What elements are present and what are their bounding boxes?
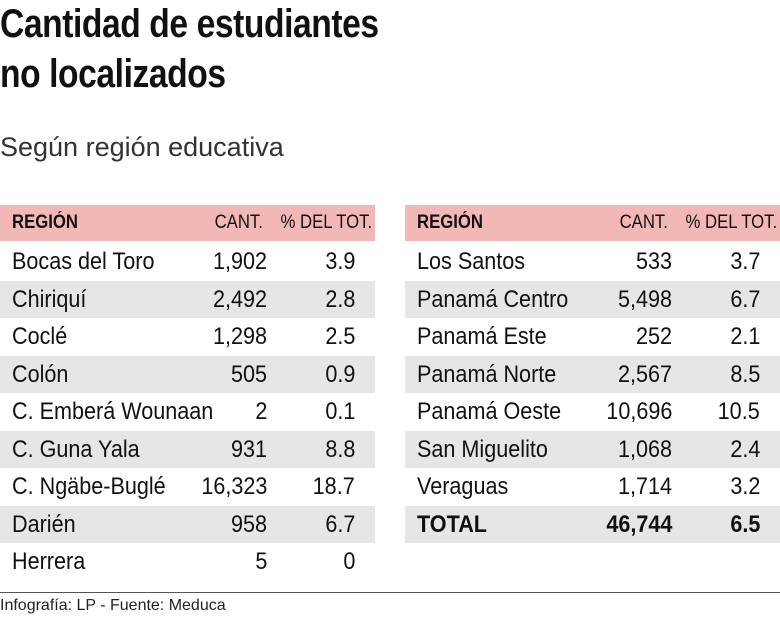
table-row: C. Emberá Wounaan 2 0.1 [0, 393, 375, 431]
table-cell: C. Guna Yala [12, 435, 140, 463]
divider [0, 592, 780, 593]
column-header: REGIÓN [417, 212, 483, 233]
column-header: CANT. [214, 212, 263, 233]
table-row: Panamá Este 252 2.1 [405, 318, 780, 356]
total-cell: 46,744 [605, 510, 672, 538]
table-row: Panamá Norte 2,567 8.5 [405, 355, 780, 393]
table-row: C. Ngäbe-Buglé 16,323 18.7 [0, 468, 375, 506]
table-cell: Panamá Centro [417, 285, 569, 313]
table-cell: 8.8 [324, 435, 355, 463]
table-cell: 931 [230, 435, 267, 463]
table-cell: 2,567 [617, 360, 672, 388]
table-row: Darién 958 6.7 [0, 505, 375, 543]
table-cell: 3.7 [729, 248, 760, 275]
total-cell: TOTAL [417, 510, 487, 538]
total-row: TOTAL 46,744 6.5 [405, 505, 780, 543]
table-cell: 3.9 [324, 248, 355, 275]
table-row: Chiriquí 2,492 2.8 [0, 280, 375, 318]
table-row: Los Santos 533 3.7 [405, 243, 780, 281]
table-cell: Veraguas [417, 473, 509, 500]
table-cell: 2,492 [212, 285, 267, 313]
table-cell: 10.5 [717, 398, 760, 425]
table-row: C. Guna Yala 931 8.8 [0, 430, 375, 468]
table-row: Colón 505 0.9 [0, 355, 375, 393]
table-cell: San Miguelito [417, 435, 548, 463]
table-cell: 5,498 [617, 285, 672, 313]
table-cell: C. Ngäbe-Buglé [12, 473, 166, 500]
header-row: REGIÓN CANT. % DEL TOT. [0, 205, 375, 241]
table-row: Coclé 1,298 2.5 [0, 318, 375, 356]
table: REGIÓN CANT. % DEL TOT. Los Santos 533 3.7 Pan… [405, 205, 780, 543]
table-cell: 1,902 [212, 248, 267, 275]
table-cell: 533 [635, 248, 672, 275]
table-row: Panamá Centro 5,498 6.7 [405, 280, 780, 318]
table-cell: 958 [230, 510, 267, 538]
table-cell: 6.7 [729, 285, 760, 313]
table-cell: Darién [12, 510, 76, 538]
table-cell: 6.7 [324, 510, 355, 538]
table-cell: 2.8 [324, 285, 355, 313]
total-cell: 6.5 [729, 510, 760, 538]
table-cell: Herrera [12, 548, 86, 575]
table-cell: 2.1 [729, 323, 760, 350]
table-cell: Chiriquí [12, 285, 87, 313]
table-cell: 505 [230, 360, 267, 388]
table-cell: Colón [12, 360, 69, 388]
column-header: % DEL TOT. [280, 212, 372, 233]
table-row: San Miguelito 1,068 2.4 [405, 430, 780, 468]
title-line: Cantidad de estudiantes [0, 2, 379, 46]
subtitle: Según región educativa [0, 132, 284, 162]
table-row: Herrera 5 0 [0, 543, 375, 581]
table-cell: 3.2 [729, 473, 760, 500]
column-header: % DEL TOT. [685, 212, 777, 233]
table-row: Bocas del Toro 1,902 3.9 [0, 243, 375, 281]
title-line: no localizados [0, 52, 226, 96]
table-cell: Panamá Norte [417, 360, 557, 388]
table-cell: 2 [254, 398, 267, 425]
footer-source: Infografía: LP - Fuente: Meduca [0, 597, 226, 614]
table-cell: Panamá Este [417, 323, 547, 350]
table-cell: 2.4 [729, 435, 760, 463]
table-cell: 10,696 [605, 398, 672, 425]
table-cell: 1,714 [617, 473, 672, 500]
table: REGIÓN CANT. % DEL TOT. Bocas del Toro 1,902… [0, 205, 375, 581]
table-cell: 18.7 [312, 473, 355, 500]
header-row: REGIÓN CANT. % DEL TOT. [405, 205, 780, 241]
table-row: Veraguas 1,714 3.2 [405, 468, 780, 506]
table-cell: 1,068 [617, 435, 672, 463]
table-cell: Bocas del Toro [12, 248, 155, 275]
table-cell: 0.9 [324, 360, 355, 388]
table-cell: 0 [342, 548, 355, 575]
table-cell: 16,323 [200, 473, 267, 500]
table-row: Panamá Oeste 10,696 10.5 [405, 393, 780, 431]
table-cell: 8.5 [729, 360, 760, 388]
table-cell: Coclé [12, 323, 68, 350]
table-cell: 0.1 [324, 398, 355, 425]
table-cell: 5 [254, 548, 267, 575]
table-cell: 2.5 [324, 323, 355, 350]
table-cell: Panamá Oeste [417, 398, 562, 425]
table-cell: 1,298 [212, 323, 267, 350]
column-header: CANT. [619, 212, 668, 233]
table-cell: Los Santos [417, 248, 526, 275]
column-header: REGIÓN [12, 212, 78, 233]
table-cell: C. Emberá Wounaan [12, 398, 214, 425]
table-cell: 252 [635, 323, 672, 350]
